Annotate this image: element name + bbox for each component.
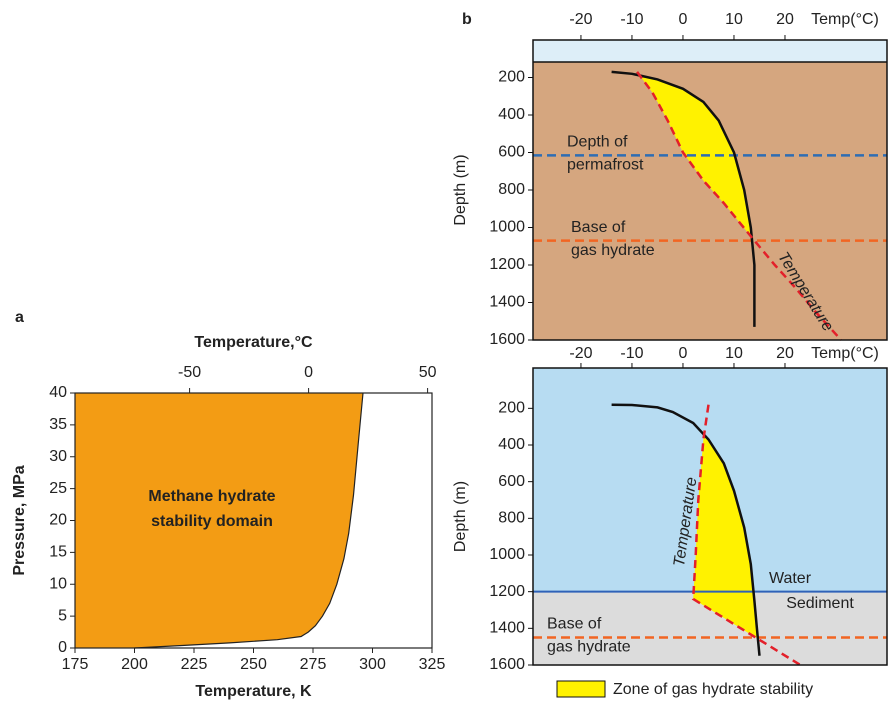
panel-label: a [15, 309, 24, 326]
y-tick-label: 15 [49, 544, 67, 561]
x-tick-label: 10 [725, 11, 743, 28]
annotation: Methane hydrate [148, 488, 275, 505]
y-axis-label: Depth (m) [452, 481, 469, 552]
phase-boundary-line [611, 403, 761, 656]
y-tick-label: 600 [498, 144, 525, 161]
x2-tick-label: 0 [304, 364, 313, 381]
sediment-bg [533, 40, 887, 340]
panel-label: b [462, 11, 472, 28]
y-tick-label: 30 [49, 448, 67, 465]
plot-frame [532, 367, 888, 666]
reference-label: gas hydrate [571, 242, 655, 259]
y-tick-label: 25 [49, 480, 67, 497]
y-axis-label: Pressure, MPa [11, 465, 28, 575]
x-tick-label: -10 [620, 11, 643, 28]
x-tick-label: 200 [121, 656, 148, 673]
x-tick-label: -20 [569, 345, 592, 362]
annotation: stability domain [151, 513, 273, 530]
x-axis-label: Temp(°C) [811, 11, 879, 28]
reference-label: Base of [571, 219, 626, 236]
x-tick-label: 175 [62, 656, 89, 673]
y-tick-label: 1600 [489, 331, 525, 348]
hydrate-zone [693, 435, 758, 638]
y-tick-label: 1000 [489, 546, 525, 563]
legend-swatch [556, 680, 606, 698]
temperature-line [636, 71, 843, 341]
x-tick-label: 10 [725, 345, 743, 362]
y-tick-label: 800 [498, 181, 525, 198]
y-tick-label: 200 [498, 69, 525, 86]
y-tick-label: 40 [49, 384, 67, 401]
y-tick-label: 1400 [489, 620, 525, 637]
y-tick-label: 1000 [489, 219, 525, 236]
x-tick-label: 225 [181, 656, 208, 673]
y-tick-label: 200 [498, 400, 525, 417]
y-tick-label: 400 [498, 106, 525, 123]
x2-axis-label: Temperature,°C [194, 334, 313, 351]
y-tick-label: 400 [498, 436, 525, 453]
x2-tick-label: 50 [419, 364, 437, 381]
y-tick-label: 1400 [489, 294, 525, 311]
surface-band [533, 40, 887, 62]
reference-label: Base of [547, 616, 602, 633]
y-tick-label: 35 [49, 416, 67, 433]
y-tick-label: 20 [49, 512, 67, 529]
reference-label: Depth of [567, 134, 628, 151]
x-tick-label: 0 [679, 345, 688, 362]
y-axis-label: Depth (m) [452, 154, 469, 225]
x-tick-label: 300 [359, 656, 386, 673]
x-tick-label: 325 [419, 656, 446, 673]
area-fill [75, 393, 363, 648]
x-axis-label: Temperature, K [195, 683, 312, 700]
y-tick-label: 0 [58, 639, 67, 656]
legend-label: Zone of gas hydrate stability [613, 681, 813, 698]
y-tick-label: 800 [498, 510, 525, 527]
x-tick-label: 275 [300, 656, 327, 673]
x-tick-label: 0 [679, 11, 688, 28]
y-tick-label: 10 [49, 575, 67, 592]
reference-label: permafrost [567, 157, 644, 174]
x-axis-label: Temp(°C) [811, 345, 879, 362]
x-tick-label: -10 [620, 345, 643, 362]
x-tick-label: 250 [240, 656, 267, 673]
y-tick-label: 600 [498, 473, 525, 490]
y-tick-label: 1200 [489, 256, 525, 273]
x-tick-label: 20 [776, 345, 794, 362]
x2-tick-label: -50 [178, 364, 201, 381]
temperature-line [691, 404, 801, 667]
y-tick-label: 1600 [489, 656, 525, 673]
layer-label: Water [769, 570, 812, 587]
y-tick-label: 5 [58, 607, 67, 624]
boundary-line [134, 392, 364, 649]
y-tick-label: 1200 [489, 583, 525, 600]
phase-boundary-line [611, 70, 756, 327]
x-tick-label: 20 [776, 11, 794, 28]
reference-label: gas hydrate [547, 639, 631, 656]
x-tick-label: -20 [569, 11, 592, 28]
layer-label: Sediment [786, 595, 854, 612]
